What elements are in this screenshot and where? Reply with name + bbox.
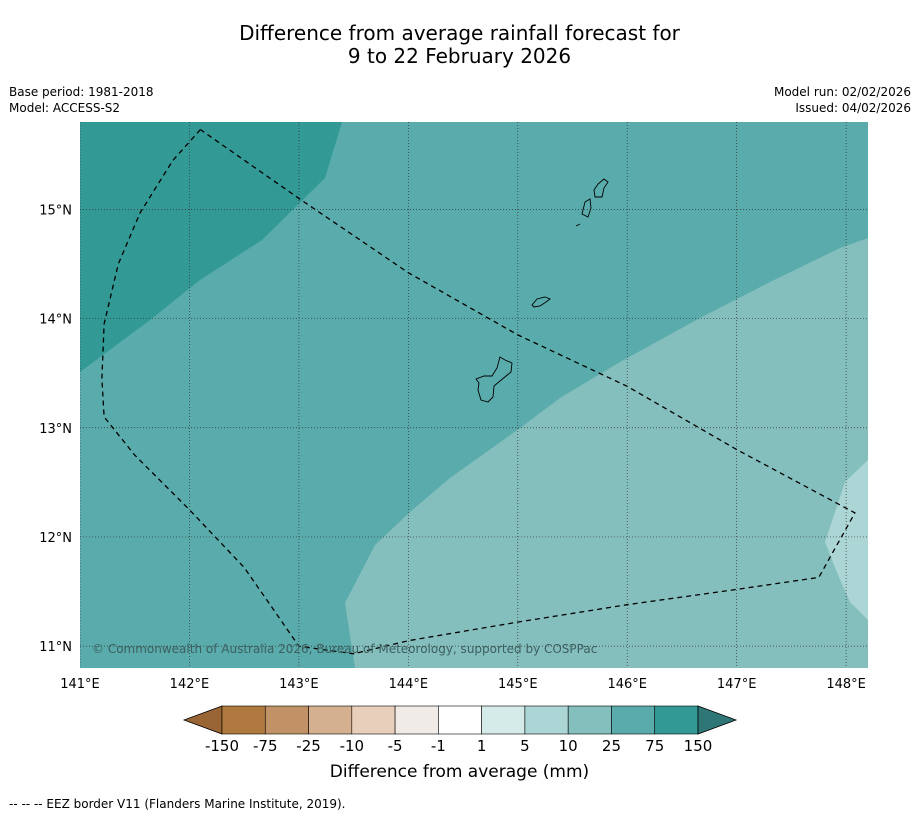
footnote: -- -- -- EEZ border V11 (Flanders Marine…: [9, 797, 346, 811]
island-aguijan: [575, 223, 581, 227]
colorbar-tick-label: 5: [520, 737, 530, 755]
lat-tick-label: 15°N: [39, 203, 72, 218]
meta-left: Base period: 1981-2018 Model: ACCESS-S2: [9, 84, 154, 116]
map-area: © Commonwealth of Australia 2026, Bureau…: [80, 122, 868, 668]
colorbar-segment: [308, 705, 353, 735]
colorbar-tick-label: -1: [431, 737, 446, 755]
colorbar: -150 -75 -25 -10 -5 -1 1 5 10 25 75 150: [182, 705, 738, 755]
lon-tick-label: 146°E: [607, 677, 647, 692]
colorbar-tick-label: -25: [296, 737, 321, 755]
region-5-10: [825, 460, 868, 620]
lon-tick-label: 147°E: [717, 677, 757, 692]
colorbar-segment: [394, 705, 439, 735]
lon-tick-label: 145°E: [498, 677, 538, 692]
colorbar-segment: [264, 705, 309, 735]
island-rota: [531, 296, 551, 308]
colorbar-tick-label: -10: [340, 737, 365, 755]
colorbar-extend-high: [697, 705, 738, 735]
model-run: Model run: 02/02/2026: [773, 85, 911, 99]
base-period: Base period: 1981-2018: [9, 85, 154, 99]
colorbar-tick-label: 75: [645, 737, 664, 755]
colorbar-segment: [351, 705, 396, 735]
colorbar-tick-label: -75: [253, 737, 278, 755]
eez-border: [101, 129, 856, 655]
region-10-25: [345, 238, 868, 668]
lat-tick-label: 11°N: [39, 640, 72, 655]
islands: [475, 178, 609, 403]
rainfall-map: © Commonwealth of Australia 2026, Bureau…: [39, 122, 868, 755]
colorbar-segment: [438, 705, 482, 735]
colorbar-segment: [654, 705, 699, 735]
meta-right: Model run: 02/02/2026 Issued: 04/02/2026: [774, 84, 911, 116]
lat-tick-label: 12°N: [39, 531, 72, 546]
lon-tick-label: 148°E: [826, 677, 866, 692]
colorbar-extend-low: [182, 705, 223, 735]
title-line-2: 9 to 22 February 2026: [347, 44, 572, 68]
lon-tick-label: 143°E: [279, 677, 319, 692]
colorbar-segment: [524, 705, 569, 735]
lat-tick-label: 14°N: [39, 313, 72, 328]
region-75-150: [80, 122, 342, 372]
colorbar-segment: [481, 705, 526, 735]
colorbar-tick-label: -150: [205, 737, 239, 755]
colorbar-segment: [611, 705, 656, 735]
colorbar-tick-label: 150: [684, 737, 713, 755]
longitude-labels: 141°E 142°E 143°E 144°E 145°E 146°E 147°E 148°E: [60, 677, 866, 692]
gridlines: [80, 122, 868, 668]
colorbar-tick-label: -5: [388, 737, 403, 755]
colorbar-title: Difference from average (mm): [329, 762, 590, 782]
colorbar-tick-label: 25: [602, 737, 621, 755]
copyright-text: © Commonwealth of Australia 2026, Bureau…: [92, 642, 597, 656]
title-line-1: Difference from average rainfall forecas…: [239, 21, 680, 45]
lon-tick-label: 142°E: [170, 677, 210, 692]
lat-tick-label: 13°N: [39, 422, 72, 437]
model-name: Model: ACCESS-S2: [9, 101, 121, 115]
lon-tick-label: 141°E: [60, 677, 100, 692]
island-saipan: [593, 178, 609, 198]
issued-date: Issued: 04/02/2026: [795, 101, 911, 115]
map-title: Difference from average rainfall forecas…: [0, 22, 919, 68]
island-tinian: [581, 198, 592, 218]
colorbar-tick-label: 1: [477, 737, 487, 755]
lon-tick-label: 144°E: [389, 677, 429, 692]
colorbar-segment: [221, 705, 266, 735]
colorbar-tick-label: 10: [559, 737, 578, 755]
island-guam: [475, 356, 513, 403]
latitude-labels: 15°N 14°N 13°N 12°N 11°N: [39, 203, 72, 655]
colorbar-segment: [567, 705, 612, 735]
